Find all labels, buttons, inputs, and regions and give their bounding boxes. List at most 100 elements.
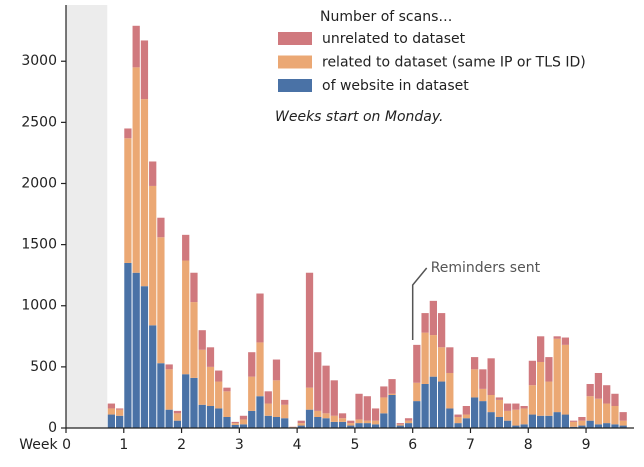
bar-segment <box>446 408 454 428</box>
bar-segment <box>248 376 256 411</box>
bar-segment <box>371 408 380 421</box>
bar-segment <box>297 423 305 426</box>
bar-segment <box>190 272 198 303</box>
bar-segment <box>173 420 182 428</box>
bar-segment <box>215 370 223 382</box>
legend-swatch <box>278 55 312 69</box>
bar-segment <box>281 418 289 428</box>
bar-segment <box>413 344 421 383</box>
bar-segment <box>454 416 462 424</box>
bar-segment <box>264 415 272 428</box>
bar-segment <box>198 349 206 405</box>
bar-segment <box>388 394 396 428</box>
bar-segment <box>619 420 627 426</box>
bar-segment <box>619 412 627 421</box>
bar-segment <box>537 361 545 416</box>
bar-segment <box>429 335 437 377</box>
bar-segment <box>107 408 116 415</box>
bar-segment <box>239 415 248 420</box>
bar-segment <box>611 424 619 428</box>
bar-segment <box>586 383 594 397</box>
bar-segment <box>570 426 578 428</box>
bar-segment <box>124 138 132 263</box>
bar-segment <box>330 421 338 428</box>
bar-segment <box>586 396 594 421</box>
bar-segment <box>528 414 537 428</box>
bar-segment <box>380 413 388 428</box>
bar-segment <box>149 185 157 326</box>
bar-segment <box>446 372 454 409</box>
bar-segment <box>462 405 470 415</box>
bar-segment <box>594 398 603 425</box>
bar-segment <box>314 416 322 428</box>
bar-segment <box>363 423 371 428</box>
bar-segment <box>281 399 289 405</box>
bar-segment <box>314 352 322 411</box>
bar-segment <box>413 382 421 402</box>
legend-label: unrelated to dataset <box>322 31 466 47</box>
bar-segment <box>355 393 363 420</box>
bar-segment <box>239 419 248 425</box>
bar-segment <box>371 424 380 428</box>
bar-segment <box>561 344 570 415</box>
bar-segment <box>520 408 528 425</box>
bar-segment <box>421 332 429 384</box>
x-tick-label: 6 <box>408 437 417 453</box>
bar-segment <box>231 424 239 428</box>
bar-segment <box>140 286 149 428</box>
bar-segment <box>462 418 470 428</box>
bar-segment <box>116 408 124 410</box>
bar-segment <box>198 330 206 350</box>
bar-segment <box>338 413 347 419</box>
bar-segment <box>132 67 140 273</box>
bar-segment <box>396 424 404 426</box>
bar-segment <box>371 420 380 425</box>
bar-segment <box>470 397 479 428</box>
bar-segment <box>116 415 124 428</box>
bar-segment <box>503 420 512 428</box>
bar-segment <box>495 397 504 400</box>
bar-segment <box>421 383 429 428</box>
bar-segment <box>281 404 289 419</box>
bar-segment <box>116 409 124 416</box>
bar-segment <box>140 40 149 100</box>
bar-segment <box>594 424 603 428</box>
bar-segment <box>264 403 272 416</box>
bar-segment <box>487 358 495 395</box>
bar-segment <box>487 394 495 413</box>
bar-segment <box>388 379 396 394</box>
bar-segment <box>165 369 173 410</box>
y-tick-label: 0 <box>48 420 57 436</box>
bar-segment <box>380 386 388 398</box>
annotation-arrow <box>411 267 428 340</box>
x-tick-label: 3 <box>235 437 244 453</box>
bar-segment <box>611 393 619 406</box>
bar-segment <box>272 416 281 428</box>
bar-segment <box>305 409 314 428</box>
legend-swatch <box>278 79 312 92</box>
bar-segment <box>223 416 231 428</box>
bar-segment <box>107 414 116 428</box>
bar-segment <box>512 409 520 426</box>
bar-segment <box>495 399 504 417</box>
bar-segment <box>239 424 248 428</box>
y-tick-label: 500 <box>30 359 57 375</box>
bar-segment <box>363 420 371 424</box>
x-tick-label: 7 <box>466 437 475 453</box>
bar-segment <box>305 387 314 410</box>
bar-segment <box>570 421 578 427</box>
x-tick-label: 8 <box>524 437 533 453</box>
bar-segment <box>206 405 215 428</box>
x-tick-label: 4 <box>293 437 302 453</box>
note: Weeks start on Monday. <box>275 109 444 125</box>
bar-segment <box>231 421 239 424</box>
bar-segment <box>256 293 264 343</box>
bar-segment <box>206 347 215 367</box>
bar-segment <box>586 420 594 428</box>
bar-segment <box>107 403 116 409</box>
bar-segment <box>470 369 479 398</box>
bar-segment <box>413 401 421 428</box>
bar-segment <box>611 405 619 425</box>
bar-segment <box>437 381 446 428</box>
